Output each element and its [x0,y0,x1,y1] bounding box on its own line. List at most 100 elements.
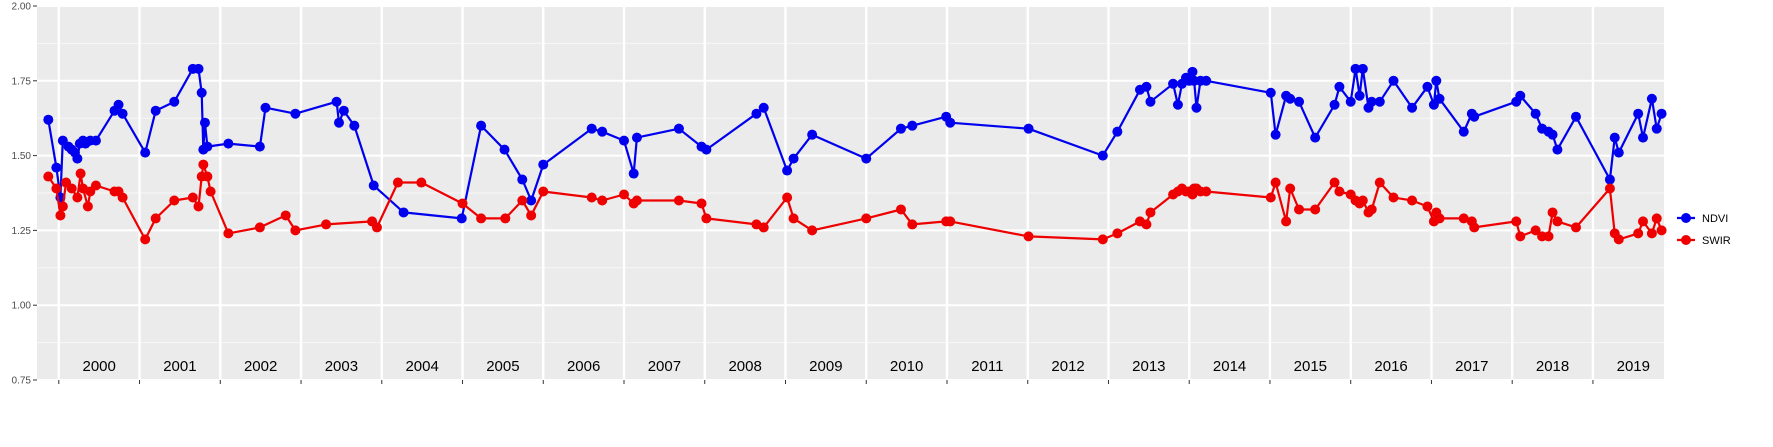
ndvi-point [1350,63,1361,74]
ndvi-point [117,108,128,119]
ndvi-point [1604,174,1615,185]
ndvi-point [1187,66,1198,77]
ndvi-point [1613,147,1624,158]
legend-item-swir: SWIR [1677,235,1731,247]
swir-point [1294,204,1305,215]
swir-point [586,192,597,203]
y-tick-label: 1.00 [12,301,32,312]
ndvi-point [72,153,83,164]
ndvi-point [517,174,528,185]
swir-point [82,201,93,212]
swir-point [1511,216,1522,227]
ndvi-point [1112,126,1123,137]
ndvi-point [1285,93,1296,104]
swir-point [1366,204,1377,215]
swir-point [1374,177,1385,188]
swir-point [290,225,301,236]
ndvi-point [758,102,769,113]
swir-point [1570,222,1581,233]
ndvi-point [169,96,180,107]
swir-point [701,213,712,224]
ndvi-point [788,153,799,164]
y-tick-label: 1.50 [12,151,32,162]
ndvi-point [1354,90,1365,101]
swir-point [43,171,54,182]
swir-point [371,222,382,233]
swir-point [1281,216,1292,227]
swir-point [1651,213,1662,224]
swir-point [1388,192,1399,203]
ndvi-point [1191,102,1202,113]
swir-point [895,204,906,215]
swir-point [807,225,818,236]
series-layer [43,63,1667,245]
swir-point [51,183,62,194]
swir-point [1469,222,1480,233]
swir-point [57,201,68,212]
swir-point [1023,231,1034,242]
swir-point [1633,228,1644,239]
swir-point [631,195,642,206]
swir-point [597,195,608,206]
ndvi-point [1469,111,1480,122]
year-label: 2007 [648,358,681,375]
swir-point [55,210,66,221]
swir-point [1201,186,1212,197]
ndvi-point [782,165,793,176]
swir-point [205,186,216,197]
swir-point [861,213,872,224]
swir-point [526,210,537,221]
ndvi-point [1141,81,1152,92]
ndvi-point [476,120,487,131]
ndvi-point [945,117,956,128]
year-label: 2014 [1213,358,1246,375]
ndvi-point [1570,111,1581,122]
ndvi-point [456,213,467,224]
legend-label-ndvi: NDVI [1702,213,1728,225]
ndvi-point [199,117,210,128]
ndvi-point [398,207,409,218]
year-labels: 2000 2001 2002 2003 2004 2005 2006 2007 2008 2009… [82,358,1650,375]
ndvi-point [368,180,379,191]
ndvi-point [1310,132,1321,143]
swir-point [1604,183,1615,194]
swir-series [43,159,1667,245]
year-label: 2019 [1617,358,1650,375]
ndvi-point [202,141,213,152]
ndvi-series [43,63,1667,224]
swir-point [1334,186,1345,197]
swir-point [416,177,427,188]
swir-point [202,171,213,182]
axes: 0.75 1.00 1.25 1.50 1.75 2.00 [12,2,1594,387]
swir-point [223,228,234,239]
swir-point [1646,228,1657,239]
swir-point [1422,201,1433,212]
ndvi-point [619,135,630,146]
swir-point [1270,177,1281,188]
ndvi-point [1357,63,1368,74]
ndvi-point [254,141,265,152]
swir-point [907,219,918,230]
ndvi-point [333,117,344,128]
swir-point [72,192,83,203]
swir-point [1547,207,1558,218]
swir-point [392,177,403,188]
swir-point [321,219,332,230]
ndvi-point [1329,99,1340,110]
y-tick-label: 1.75 [12,76,32,87]
swir-point [1543,231,1554,242]
year-label: 2015 [1294,358,1327,375]
ndvi-point [196,87,207,98]
ndvi-point [499,144,510,155]
year-label: 2017 [1455,358,1488,375]
year-label: 2002 [244,358,277,375]
year-label: 2013 [1132,358,1165,375]
swir-point [140,234,151,245]
swir-point [782,192,793,203]
swir-point [1638,216,1649,227]
ndvi-point [895,123,906,134]
swir-point [280,210,291,221]
ndvi-point [113,99,124,110]
swir-point [1310,204,1321,215]
